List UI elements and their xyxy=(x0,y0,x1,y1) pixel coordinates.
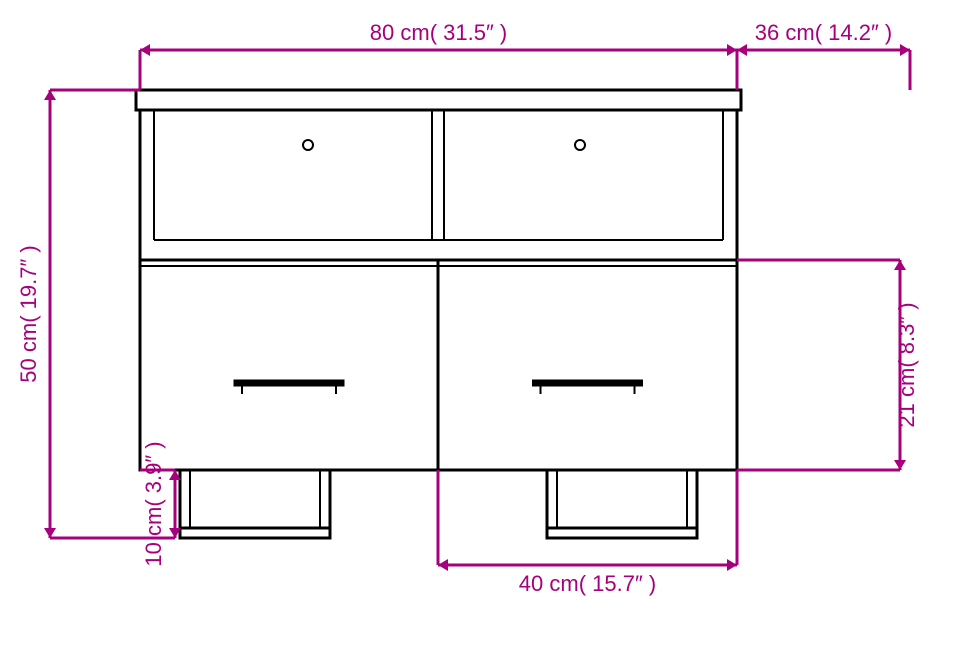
dimension-label: 80 cm( 31.5″ ) xyxy=(370,20,507,45)
dimension-diagram: 80 cm( 31.5″ ) 36 cm( 14.2″ ) 50 cm( 19.7″… xyxy=(0,0,972,655)
dimension-label: 50 cm( 19.7″ ) xyxy=(16,245,41,382)
dimension-label: 21 cm( 8.3″ ) xyxy=(894,302,919,427)
dimension-label: 10 cm( 3.9″ ) xyxy=(141,441,166,566)
dimension-label: 40 cm( 15.7″ ) xyxy=(519,571,656,596)
dimension-label: 36 cm( 14.2″ ) xyxy=(755,20,892,45)
